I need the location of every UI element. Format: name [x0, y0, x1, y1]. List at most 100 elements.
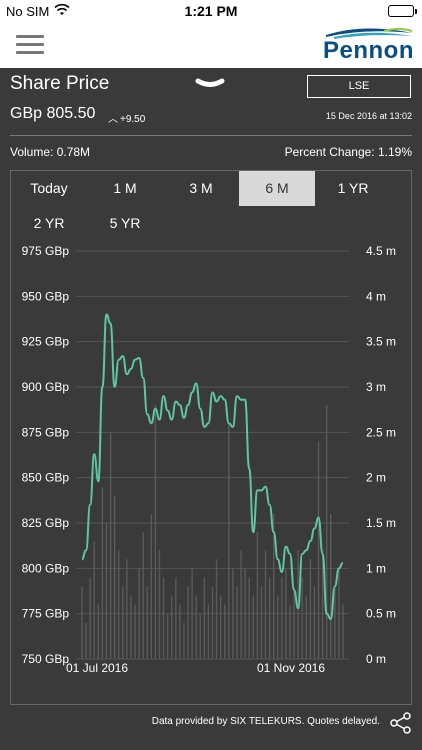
volume-bar: [158, 550, 161, 659]
price-chart: 975 GBp 950 GBp 925 GBp 900 GBp 875 GBp 850 G…: [10, 240, 412, 705]
y-left-tick: 975 GBp: [22, 244, 70, 258]
title-row: Share Price LSE: [0, 68, 422, 100]
volume-bar: [97, 604, 100, 659]
volume-bar: [325, 405, 328, 659]
volume-bar: [260, 586, 263, 659]
chart-svg: 975 GBp 950 GBp 925 GBp 900 GBp 875 GBp 850 G…: [22, 244, 396, 675]
volume-bar: [305, 595, 307, 659]
range-2yr[interactable]: 2 YR: [33, 215, 65, 231]
volume-bar: [101, 486, 104, 659]
volume-bar: [195, 595, 197, 659]
volume-bar: [317, 441, 320, 659]
volume-bar: [309, 559, 312, 659]
share-icon[interactable]: [390, 712, 412, 734]
battery-icon: [388, 5, 417, 17]
volume-bar: [256, 532, 259, 659]
volume-bar: [199, 613, 201, 659]
volume-bar: [162, 577, 165, 659]
volume-bar: [183, 622, 185, 659]
clock: 1:21 PM: [184, 3, 238, 19]
volume-bar: [150, 513, 153, 659]
volume-bar: [146, 586, 148, 659]
x-tick-label: 01 Nov 2016: [257, 661, 325, 675]
y-right-tick: 2 m: [366, 471, 386, 485]
y-right-tick: 4 m: [366, 289, 386, 303]
y-left-tick: 950 GBp: [22, 289, 70, 303]
price-change-value: +9.50: [120, 114, 146, 125]
volume-bar: [130, 595, 132, 659]
y-right-tick: 0 m: [366, 652, 386, 666]
y-right-tick: 1.5 m: [366, 516, 396, 530]
volume-bar: [272, 513, 275, 659]
range-today[interactable]: Today: [30, 180, 68, 196]
volume-bar: [93, 541, 95, 659]
range-6m[interactable]: 6 M: [239, 171, 315, 206]
y-right-tick: 1 m: [366, 561, 386, 575]
pennon-logo: Pennon: [304, 25, 414, 65]
volume-bar: [264, 550, 267, 659]
chevron-down-icon[interactable]: [190, 76, 230, 92]
volume-bar: [207, 604, 210, 659]
volume-bar: [268, 577, 271, 659]
volume-bar: [113, 495, 116, 659]
logo-text: Pennon: [323, 37, 414, 64]
app-header: Pennon: [0, 22, 422, 68]
stats-row: Volume: 0.78M Percent Change: 1.19%: [10, 136, 412, 166]
y-right-tick: 2.5 m: [366, 425, 396, 439]
volume-bar: [175, 577, 177, 659]
price-timestamp: 15 Dec 2016 at 13:02: [325, 111, 412, 121]
volume-bar: [342, 604, 344, 659]
range-3m[interactable]: 3 M: [189, 180, 213, 196]
y-left-tick: 900 GBp: [22, 380, 70, 394]
volume-bar: [109, 432, 112, 659]
x-tick-label: 01 Jul 2016: [66, 661, 128, 675]
range-1yr[interactable]: 1 YR: [337, 180, 369, 196]
volume-bar: [285, 568, 287, 659]
volume-bar: [330, 513, 332, 659]
volume-bar: [134, 604, 136, 659]
y-left-tick: 800 GBp: [22, 561, 70, 575]
volume-bar: [171, 595, 173, 659]
volume-bar: [211, 586, 214, 659]
hamburger-menu-icon[interactable]: [16, 35, 44, 55]
range-1m[interactable]: 1 M: [113, 180, 137, 196]
volume-bar: [297, 550, 299, 659]
volume-bar: [81, 586, 83, 659]
footer: Data provided by SIX TELEKURS. Quotes de…: [0, 706, 422, 750]
wifi-icon: [54, 3, 70, 20]
y-right-tick: 3 m: [366, 380, 386, 394]
volume-bar: [138, 568, 140, 659]
volume-bar: [215, 559, 218, 659]
y-left-tick: 850 GBp: [22, 471, 70, 485]
volume-bar: [244, 568, 246, 659]
volume-bar: [166, 613, 169, 659]
caret-up-icon: ︿: [108, 114, 118, 125]
exchange-button[interactable]: LSE: [307, 75, 411, 98]
volume-bar: [187, 586, 189, 659]
volume-bar: [228, 423, 230, 659]
y-left-tick: 750 GBp: [22, 652, 70, 666]
price-change: ︿ +9.50: [108, 110, 145, 125]
range-5yr[interactable]: 5 YR: [109, 215, 141, 231]
volume-bar: [248, 577, 250, 659]
volume-bar: [203, 577, 206, 659]
volume-bar: [89, 577, 91, 659]
volume-bar: [301, 577, 303, 659]
volume-bar: [105, 523, 108, 659]
volume-bar: [289, 604, 291, 659]
volume-bar: [236, 586, 238, 659]
percent-change-label: Percent Change: 1.19%: [284, 145, 412, 159]
data-credit: Data provided by SIX TELEKURS. Quotes de…: [151, 716, 380, 727]
status-bar: No SIM 1:21 PM: [0, 0, 422, 22]
y-right-tick: 3.5 m: [366, 335, 396, 349]
range-selector: Today 1 M 3 M 6 M 1 YR 2 YR 5 YR: [10, 170, 412, 240]
logo-wave-icon: [326, 28, 413, 39]
volume-bar: [142, 532, 144, 659]
share-price: GBp 805.50: [10, 105, 96, 122]
volume-bar: [338, 568, 340, 659]
volume-bar: [179, 604, 181, 659]
volume-bar: [126, 559, 128, 659]
volume-bar: [321, 550, 324, 659]
y-left-tick: 925 GBp: [22, 335, 70, 349]
y-left-tick: 875 GBp: [22, 425, 70, 439]
